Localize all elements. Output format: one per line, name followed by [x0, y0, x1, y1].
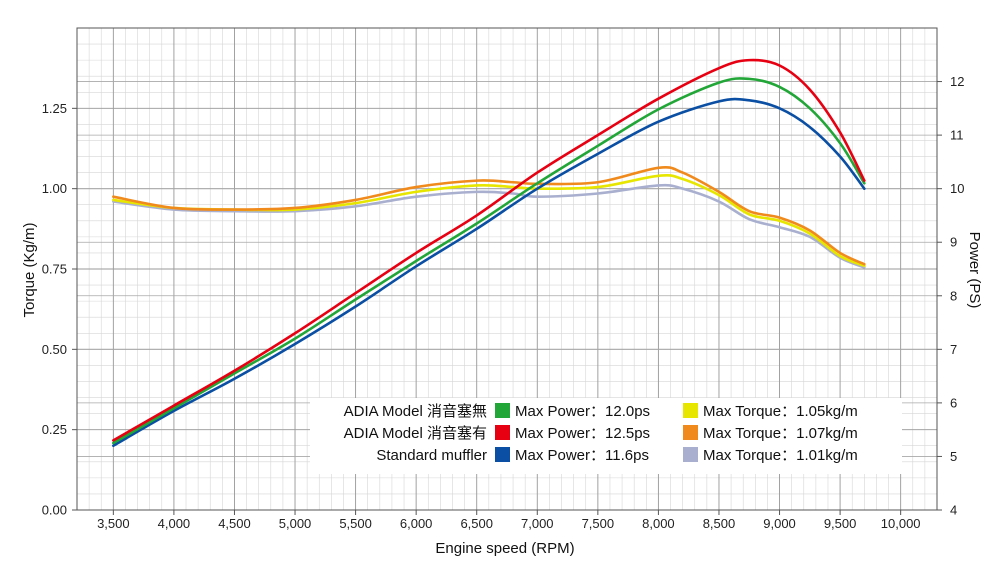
legend-power-label: Max Power：12.5ps [515, 425, 650, 442]
y2-tick-label: 7 [950, 342, 957, 357]
x-tick-label: 4,000 [158, 516, 191, 531]
x-tick-label: 3,500 [97, 516, 130, 531]
x-tick-label: 6,000 [400, 516, 433, 531]
y2-axis-title: Power (PS) [966, 232, 983, 309]
legend-power-label: Max Power：12.0ps [515, 403, 650, 420]
legend-power-label: Max Power：11.6ps [515, 447, 649, 464]
y2-tick-label: 4 [950, 503, 957, 518]
y-tick-label: 0.00 [42, 503, 67, 518]
legend-torque-label: Max Torque：1.07kg/m [703, 425, 858, 442]
y-axis-ticks: 0.00 0.25 0.50 0.75 1.00 1.25 [42, 101, 77, 518]
y-tick-label: 1.00 [42, 181, 67, 196]
x-tick-label: 9,500 [824, 516, 857, 531]
y2-tick-label: 11 [950, 128, 964, 143]
legend-power-swatch [495, 425, 510, 440]
legend-torque-swatch [683, 425, 698, 440]
x-tick-label: 4,500 [218, 516, 251, 531]
y-tick-label: 0.25 [42, 422, 67, 437]
x-axis-ticks: 3,500 4,000 4,500 5,000 5,500 6,000 6,500 7,000… [97, 510, 921, 531]
y2-tick-label: 5 [950, 449, 957, 464]
x-tick-label: 5,500 [339, 516, 372, 531]
y-tick-label: 1.25 [42, 101, 67, 116]
y-axis-title: Torque (Kg/m) [21, 222, 38, 317]
legend-model-label: ADIA Model 消音塞無 [344, 402, 487, 420]
legend: ADIA Model 消音塞無 Max Power：12.0ps Max Torqu… [310, 398, 902, 474]
x-tick-label: 5,000 [279, 516, 312, 531]
y2-tick-label: 10 [950, 181, 964, 196]
legend-power-swatch [495, 403, 510, 418]
y2-tick-label: 8 [950, 288, 957, 303]
y-tick-label: 0.50 [42, 342, 67, 357]
legend-torque-swatch [683, 447, 698, 462]
series-line-1 [112, 77, 866, 445]
legend-torque-swatch [683, 403, 698, 418]
legend-torque-label: Max Torque：1.01kg/m [703, 447, 858, 464]
series-line-0 [112, 58, 866, 442]
series-line-5 [112, 183, 866, 269]
y2-axis-ticks: 4 5 6 7 8 9 10 11 12 [937, 74, 964, 518]
x-tick-label: 8,500 [703, 516, 736, 531]
x-tick-label: 6,500 [460, 516, 493, 531]
legend-box [310, 398, 902, 474]
series-line-2 [112, 97, 866, 448]
series-line-4 [112, 173, 866, 268]
legend-torque-label: Max Torque：1.05kg/m [703, 403, 858, 420]
y-tick-label: 0.75 [42, 262, 67, 277]
y2-tick-label: 12 [950, 74, 964, 89]
series-layer [112, 58, 866, 448]
x-tick-label: 7,500 [582, 516, 615, 531]
x-tick-label: 7,000 [521, 516, 554, 531]
y2-tick-label: 9 [950, 235, 957, 250]
x-tick-label: 9,000 [763, 516, 796, 531]
x-tick-label: 10,000 [881, 516, 921, 531]
x-axis-title: Engine speed (RPM) [435, 540, 574, 557]
legend-model-label: ADIA Model 消音塞有 [344, 424, 487, 442]
x-tick-label: 8,000 [642, 516, 675, 531]
legend-power-swatch [495, 447, 510, 462]
series-line-3 [112, 165, 866, 266]
y2-tick-label: 6 [950, 395, 957, 410]
legend-model-label: Standard muffler [376, 447, 487, 464]
